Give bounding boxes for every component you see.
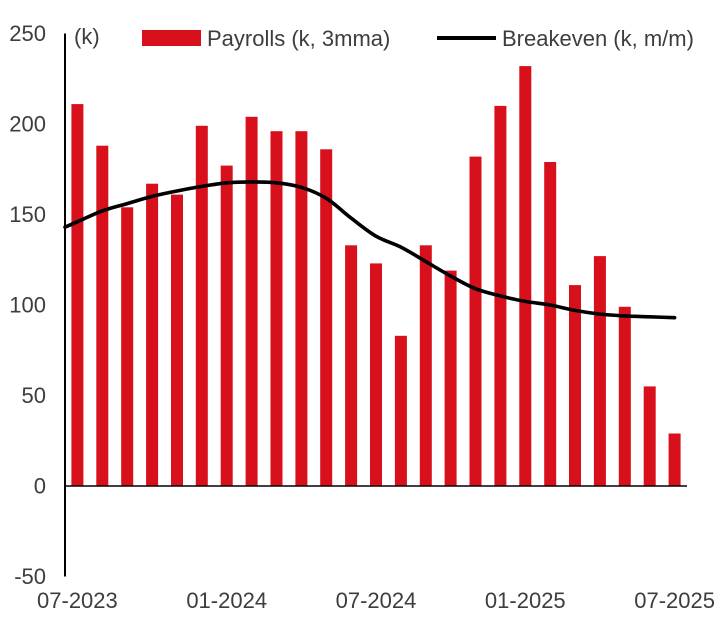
payrolls-bar-11-2024 xyxy=(469,156,482,486)
payrolls-bar-08-2023 xyxy=(96,145,109,486)
payrolls-bar-01-2025 xyxy=(519,66,532,486)
payrolls-bar-03-2024 xyxy=(270,131,283,486)
x-tick-label-07-2025: 07-2025 xyxy=(634,588,715,613)
payrolls-bar-05-2025 xyxy=(618,306,631,486)
breakeven-legend-swatch-icon xyxy=(437,36,496,40)
payrolls-bar-07-2023 xyxy=(71,104,84,486)
x-tick-label-01-2025: 01-2025 xyxy=(485,588,566,613)
y-tick-label-200: 200 xyxy=(9,112,46,137)
payrolls-bar-07-2024 xyxy=(370,263,382,486)
payrolls-bar-06-2024 xyxy=(345,245,358,486)
payrolls-bar-05-2024 xyxy=(320,149,333,487)
chart-legend: Payrolls (k, 3mma) Breakeven (k, m/m) xyxy=(0,0,724,60)
payrolls-bar-10-2024 xyxy=(444,270,457,486)
payrolls-bar-07-2025 xyxy=(668,433,681,486)
payrolls-bar-09-2023 xyxy=(121,207,134,487)
payrolls-legend-swatch-icon xyxy=(142,30,201,46)
x-tick-label-07-2023: 07-2023 xyxy=(37,588,118,613)
payrolls-legend-label: Payrolls (k, 3mma) xyxy=(207,26,391,51)
payrolls-bar-06-2025 xyxy=(643,386,656,486)
x-tick-label-01-2024: 01-2024 xyxy=(186,588,267,613)
y-tick-label-0: 0 xyxy=(34,474,46,499)
x-tick-label-07-2024: 07-2024 xyxy=(336,588,417,613)
payrolls-bar-01-2024 xyxy=(220,165,233,486)
y-tick-label-100: 100 xyxy=(9,293,46,318)
y-axis-unit-label: (k) xyxy=(74,24,100,49)
payrolls-bar-03-2025 xyxy=(569,285,581,486)
payrolls-bar-12-2023 xyxy=(195,125,208,487)
y-tick-label-50: 50 xyxy=(22,383,46,408)
payrolls-bar-10-2023 xyxy=(146,183,159,486)
payrolls-bar-08-2024 xyxy=(394,335,407,486)
breakeven-line-series xyxy=(63,180,677,320)
payrolls-bar-02-2024 xyxy=(245,116,258,487)
payrolls-bar-09-2024 xyxy=(419,245,432,486)
payrolls-bar-04-2024 xyxy=(295,131,308,486)
payrolls-bar-02-2025 xyxy=(544,162,557,486)
y-tick-label-250: 250 xyxy=(9,21,46,46)
y-tick-label-150: 150 xyxy=(9,202,46,227)
breakeven-legend-label: Breakeven (k, m/m) xyxy=(502,26,694,51)
payrolls-bar-04-2025 xyxy=(593,256,606,486)
payrolls-bar-11-2023 xyxy=(171,194,183,486)
y-tick-label--50: -50 xyxy=(14,564,46,589)
